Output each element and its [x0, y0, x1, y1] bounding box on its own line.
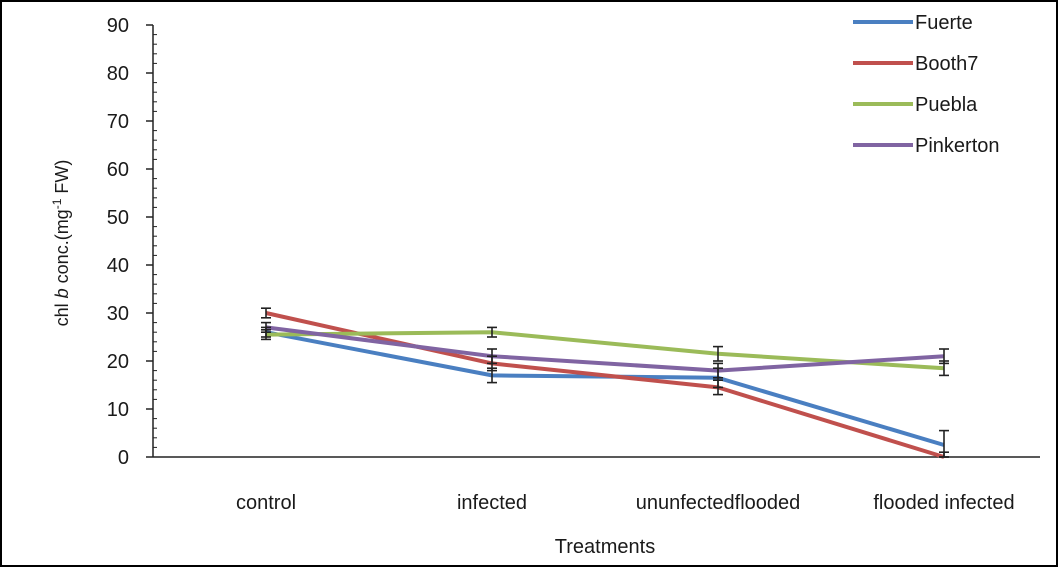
error-bar	[713, 345, 723, 362]
legend-label: Fuerte	[915, 12, 973, 34]
legend-label: Booth7	[915, 53, 978, 75]
series-layer	[261, 307, 949, 459]
x-tick-label: ununfectedflooded	[636, 492, 801, 514]
x-axis: control infected ununfectedflooded flooded …	[153, 456, 1040, 514]
legend-item-booth7: Booth7	[853, 53, 978, 75]
legend-item-pinkerton: Pinkerton	[853, 135, 1000, 157]
error-bar	[939, 348, 949, 365]
y-tick-label: 40	[107, 255, 129, 277]
y-tick-label: 90	[107, 15, 129, 37]
x-tick-label: control	[236, 492, 296, 514]
error-bar	[261, 307, 271, 319]
y-tick-label: 60	[107, 159, 129, 181]
y-tick-label: 30	[107, 303, 129, 325]
y-tick-label: 80	[107, 63, 129, 85]
series-line-pinkerton	[265, 325, 945, 373]
y-axis-title: chl b conc.(mg-1 FW)	[50, 160, 72, 327]
legend-label: Pinkerton	[915, 135, 1000, 157]
legend-label: Puebla	[915, 94, 978, 116]
error-bar	[487, 348, 497, 365]
y-tick-label: 50	[107, 207, 129, 229]
legend: Fuerte Booth7 Puebla Pinkerton	[853, 12, 1000, 157]
legend-item-fuerte: Fuerte	[853, 12, 973, 34]
y-tick-label: 70	[107, 111, 129, 133]
error-bar	[487, 326, 497, 338]
y-tick-label: 0	[118, 447, 129, 469]
legend-item-puebla: Puebla	[853, 94, 978, 116]
error-bar	[713, 379, 723, 396]
x-tick-label: flooded infected	[873, 492, 1014, 514]
series-line-booth7	[265, 311, 945, 459]
error-bar	[261, 321, 271, 334]
y-tick-label: 10	[107, 399, 129, 421]
x-axis-title: Treatments	[555, 536, 655, 558]
y-tick-label: 20	[107, 351, 129, 373]
error-bar	[713, 362, 723, 379]
error-bar	[939, 451, 949, 458]
y-axis: 0 10 20 30 40 50 60 70 80 90	[107, 15, 157, 469]
series-line-puebla	[265, 330, 945, 371]
x-tick-label: infected	[457, 492, 527, 514]
